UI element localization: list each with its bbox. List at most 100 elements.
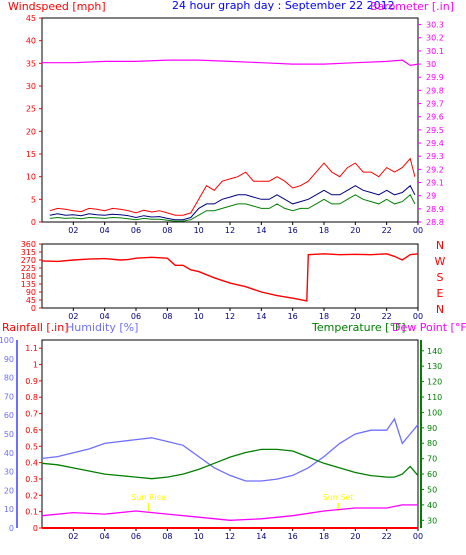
wind-y-tick-label: 40 xyxy=(26,37,36,46)
rain-y-tick-label: 0.5 xyxy=(25,442,38,451)
rain-y-tick-label: 0.7 xyxy=(25,410,38,419)
baro-y-tick-label: 30.3 xyxy=(426,21,444,30)
humidity-y-tick-label: 40 xyxy=(4,449,14,458)
direction-x-tick-label: 00 xyxy=(413,312,423,321)
weather-plot-frame xyxy=(41,339,419,529)
wind-y-tick-label: 0 xyxy=(31,218,36,227)
wind-plot-frame xyxy=(41,17,419,223)
direction-series xyxy=(41,253,419,302)
wind-y-tick-label: 5 xyxy=(31,195,36,204)
direction-x-tick-label: 06 xyxy=(131,312,141,321)
temperature-y-tick-label: 40 xyxy=(427,501,437,510)
temperature-y-tick-label: 140 xyxy=(427,347,442,356)
direction-x-tick-label: 12 xyxy=(225,312,235,321)
plot-layer: 05101520253035404528.828.92929.129.229.3… xyxy=(0,14,446,541)
humidity-y-tick-label: 30 xyxy=(4,468,14,477)
baro-y-tick-label: 29.7 xyxy=(426,100,444,109)
direction-x-tick-label: 22 xyxy=(382,312,392,321)
direction-y-tick-label: 180 xyxy=(21,272,36,281)
rain-y-tick-label: 0.3 xyxy=(25,475,38,484)
weather-x-tick-label: 04 xyxy=(100,532,110,541)
rain-y-tick-label: 0.2 xyxy=(25,491,38,500)
wind-series-barometer xyxy=(42,59,419,67)
direction-plot-frame xyxy=(41,243,419,309)
dewpoint-axis-label: Dew Point [°F] xyxy=(392,321,466,334)
wind-y-tick-label: 35 xyxy=(26,59,36,68)
direction-x-tick-label: 08 xyxy=(162,312,172,321)
compass-label: W xyxy=(435,255,446,268)
rain-y-tick-label: 0.4 xyxy=(25,459,38,468)
direction-y-tick-label: 90 xyxy=(26,288,36,297)
wind-x-tick-label: 12 xyxy=(225,226,235,235)
wind-y-tick-label: 15 xyxy=(26,150,36,159)
temperature-y-tick-label: 130 xyxy=(427,362,442,371)
direction-x-tick-label: 14 xyxy=(256,312,266,321)
temperature-y-tick-label: 60 xyxy=(427,470,437,479)
weather-x-tick-label: 08 xyxy=(162,532,172,541)
wind-x-tick-label: 06 xyxy=(131,226,141,235)
wind-x-tick-label: 22 xyxy=(382,226,392,235)
weather-x-tick-label: 10 xyxy=(194,532,204,541)
weather-x-tick-label: 06 xyxy=(131,532,141,541)
wind-y-tick-label: 30 xyxy=(26,82,36,91)
wind-series-gust xyxy=(49,157,416,216)
direction-y-tick-label: 360 xyxy=(21,240,36,249)
weather-series-humidity xyxy=(41,417,419,482)
weather-series-temperature xyxy=(41,448,419,480)
humidity-y-tick-label: 20 xyxy=(4,486,14,495)
direction-x-tick-label: 10 xyxy=(194,312,204,321)
weather-x-tick-label: 22 xyxy=(382,532,392,541)
weather-x-tick-label: 16 xyxy=(288,532,298,541)
humidity-y-tick-label: 80 xyxy=(4,374,14,383)
baro-y-tick-label: 29 xyxy=(426,192,436,201)
baro-y-tick-label: 29.3 xyxy=(426,152,444,161)
wind-x-tick-label: 20 xyxy=(350,226,360,235)
humidity-y-tick-label: 100 xyxy=(0,336,14,345)
compass-label: S xyxy=(437,271,444,284)
temperature-y-tick-label: 50 xyxy=(427,485,437,494)
rain-y-tick-label: 0.9 xyxy=(25,377,38,386)
direction-y-tick-label: 225 xyxy=(21,264,36,273)
compass-label: N xyxy=(436,239,444,252)
direction-y-tick-label: 315 xyxy=(21,248,36,257)
baro-y-tick-label: 28.9 xyxy=(426,205,444,214)
baro-y-tick-label: 29.6 xyxy=(426,113,444,122)
weather-x-tick-label: 14 xyxy=(256,532,266,541)
baro-y-tick-label: 28.8 xyxy=(426,218,444,227)
baro-y-tick-label: 29.9 xyxy=(426,73,444,82)
temperature-y-tick-label: 30 xyxy=(427,516,437,525)
weather-series-dew-point xyxy=(41,504,418,521)
baro-y-tick-label: 29.8 xyxy=(426,86,444,95)
weather-x-tick-label: 20 xyxy=(350,532,360,541)
direction-y-tick-label: 45 xyxy=(26,296,36,305)
weather-x-tick-label: 02 xyxy=(68,532,78,541)
humidity-y-tick-label: 50 xyxy=(4,430,14,439)
weather-x-tick-label: 18 xyxy=(319,532,329,541)
temperature-y-tick-label: 80 xyxy=(427,439,437,448)
humidity-y-tick-label: 90 xyxy=(4,355,14,364)
baro-y-tick-label: 29.2 xyxy=(426,165,444,174)
baro-y-tick-label: 30 xyxy=(426,60,436,69)
compass-label: E xyxy=(437,287,444,300)
weather-x-tick-label: 12 xyxy=(225,532,235,541)
wind-series-average xyxy=(49,184,416,221)
wind-x-tick-label: 16 xyxy=(288,226,298,235)
baro-y-tick-label: 29.1 xyxy=(426,179,444,188)
wind-y-tick-label: 10 xyxy=(26,173,36,182)
temperature-y-tick-label: 110 xyxy=(427,393,442,402)
wind-series-low xyxy=(49,194,416,222)
direction-x-tick-label: 16 xyxy=(288,312,298,321)
baro-y-tick-label: 29.4 xyxy=(426,139,444,148)
wind-x-tick-label: 10 xyxy=(194,226,204,235)
rain-y-tick-label: 0 xyxy=(33,524,38,533)
baro-y-tick-label: 29.5 xyxy=(426,126,444,135)
direction-x-tick-label: 04 xyxy=(100,312,110,321)
rain-y-tick-label: 1 xyxy=(33,361,38,370)
direction-x-tick-label: 18 xyxy=(319,312,329,321)
direction-x-tick-label: 20 xyxy=(350,312,360,321)
direction-y-tick-label: 135 xyxy=(21,280,36,289)
temperature-y-tick-label: 100 xyxy=(427,408,442,417)
baro-y-tick-label: 30.2 xyxy=(426,34,444,43)
wind-x-tick-label: 18 xyxy=(319,226,329,235)
